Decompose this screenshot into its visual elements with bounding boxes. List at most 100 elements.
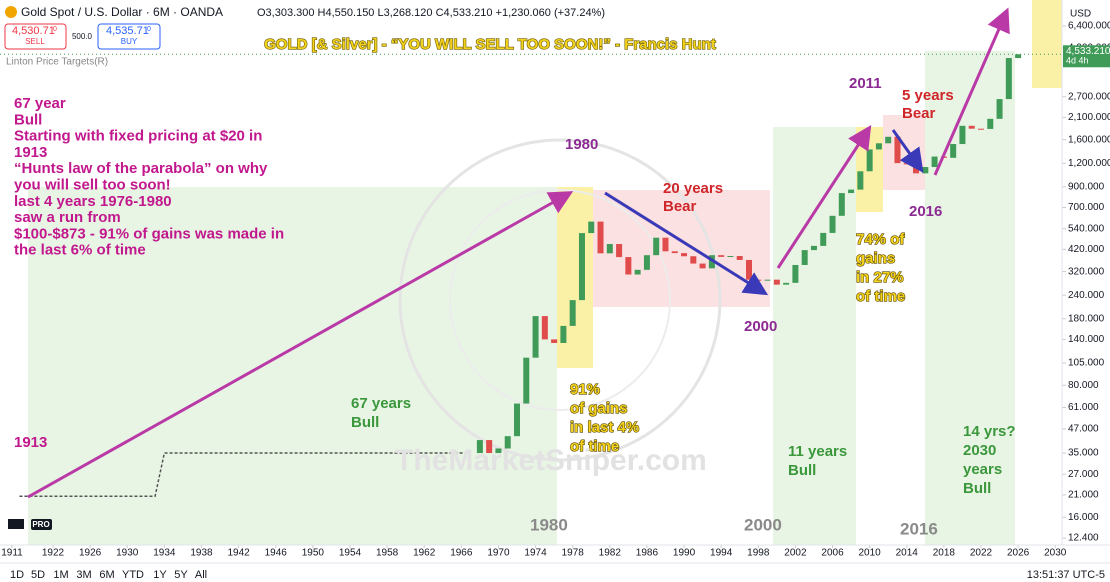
x-tick-label: 1922	[42, 548, 65, 559]
candle	[504, 436, 511, 449]
x-tick-label: 1998	[747, 548, 770, 559]
annotation: $100-$873 - 91% of gains was made in	[14, 225, 284, 242]
annotation: in last 4%	[570, 419, 639, 436]
annotation: 2000	[744, 515, 782, 534]
y-tick-label: 6,400.000	[1068, 21, 1110, 32]
spread: 500.0	[72, 32, 93, 41]
candle	[866, 149, 873, 172]
candle	[597, 221, 604, 254]
arrows	[27, 7, 1010, 499]
indicator: Linton Price Targets(R)	[6, 57, 108, 68]
annotation: 1980	[530, 515, 568, 534]
candle	[838, 193, 845, 216]
x-tick-label: 1966	[450, 548, 473, 559]
annotation: years	[963, 461, 1002, 478]
candle	[616, 244, 623, 258]
candle	[959, 125, 966, 145]
x-tick-label: 1990	[673, 548, 696, 559]
x-tick-label: 1978	[562, 548, 585, 559]
trend-arrow	[776, 124, 872, 269]
annotation: “Hunts law of the parabola” on why	[14, 160, 268, 177]
annotation: of time	[570, 438, 619, 455]
y-tick-label: 27.000	[1068, 469, 1099, 480]
range-button[interactable]: 6M	[99, 569, 114, 581]
candle	[783, 282, 790, 285]
chart-title: GOLD [& Silver] - “YOU WILL SELL TOO SOO…	[264, 36, 716, 53]
price-line	[19, 452, 471, 497]
range-button[interactable]: 3M	[76, 569, 91, 581]
y-tick-label: 320.000	[1068, 266, 1105, 277]
trend-arrow	[27, 191, 574, 499]
bear-zone	[883, 115, 925, 190]
y-tick-label: 420.000	[1068, 244, 1105, 255]
annotation: 1913	[14, 144, 47, 161]
trend-arrow	[604, 191, 769, 296]
x-tick-label: 1950	[302, 548, 325, 559]
y-tick-label: 61.000	[1068, 402, 1099, 413]
ohlc: O3,303.300 H4,550.150 L3,268.120 C4,533.…	[257, 7, 605, 19]
annotation: Bear	[663, 198, 697, 215]
candle	[578, 233, 585, 301]
plot	[0, 25, 1066, 548]
x-tick-label: 1926	[79, 548, 102, 559]
currency: USD	[1070, 9, 1091, 20]
range-button[interactable]: 5Y	[174, 569, 188, 581]
range-button[interactable]: YTD	[122, 569, 144, 581]
x-tick-label: 2010	[859, 548, 882, 559]
range-button[interactable]: All	[195, 569, 207, 581]
annotation: Bull	[14, 111, 42, 128]
candle	[746, 259, 752, 280]
annotation: 1913	[14, 434, 47, 451]
range-button[interactable]: 1Y	[153, 569, 167, 581]
y-tick-label: 700.000	[1068, 202, 1105, 213]
y-tick-label: 21.000	[1068, 490, 1099, 501]
countdown: 4d 4h	[1066, 56, 1089, 66]
annotation: gains	[856, 250, 895, 267]
candle	[764, 279, 771, 281]
range-button[interactable]: 5D	[31, 569, 45, 581]
candle	[514, 403, 520, 437]
annotation: 2016	[909, 203, 942, 220]
clock: 13:51:37 UTC-5	[1027, 569, 1105, 581]
x-tick-label: 1962	[413, 548, 436, 559]
y-tick-label: 900.000	[1068, 181, 1105, 192]
buy-button[interactable]	[97, 23, 161, 50]
candle	[792, 264, 799, 283]
annotation: in 27%	[856, 269, 904, 286]
y-tick-label: 2,700.000	[1068, 91, 1110, 102]
annotation: 5 years	[902, 87, 954, 104]
y-tick-label: 16.000	[1068, 512, 1099, 523]
range-button[interactable]: 1D	[10, 569, 24, 581]
candle	[606, 244, 613, 254]
candle	[903, 163, 910, 165]
x-tick-label: 1954	[339, 548, 362, 559]
annotation: 1980	[565, 136, 598, 153]
annotation: 20 years	[663, 180, 723, 197]
annotation: 14 yrs?	[963, 423, 1016, 440]
x-tick-label: 2006	[821, 548, 844, 559]
annotation: you will sell too soon!	[14, 176, 171, 193]
y-tick-label: 1,600.000	[1068, 134, 1110, 145]
candle	[857, 171, 864, 190]
bull-zone	[773, 127, 856, 545]
x-tick-label: 1994	[710, 548, 733, 559]
annotation: 67 years	[351, 395, 411, 412]
x-tick-label: 1958	[376, 548, 399, 559]
candle	[755, 279, 762, 281]
annotation: the last 6% of time	[14, 242, 146, 259]
range-button[interactable]: 1M	[53, 569, 68, 581]
target-zone	[1032, 0, 1062, 88]
x-tick-label: 1946	[265, 548, 288, 559]
annotation: saw a run from	[14, 209, 121, 226]
logo-badge	[31, 519, 52, 530]
candle	[662, 237, 669, 252]
x-tick-label: 1934	[153, 548, 176, 559]
y-tick-label: 140.000	[1068, 334, 1105, 345]
candle	[894, 136, 901, 164]
candle	[671, 251, 678, 254]
candle	[718, 255, 725, 257]
candle	[588, 221, 595, 234]
sell-button[interactable]	[4, 23, 67, 50]
